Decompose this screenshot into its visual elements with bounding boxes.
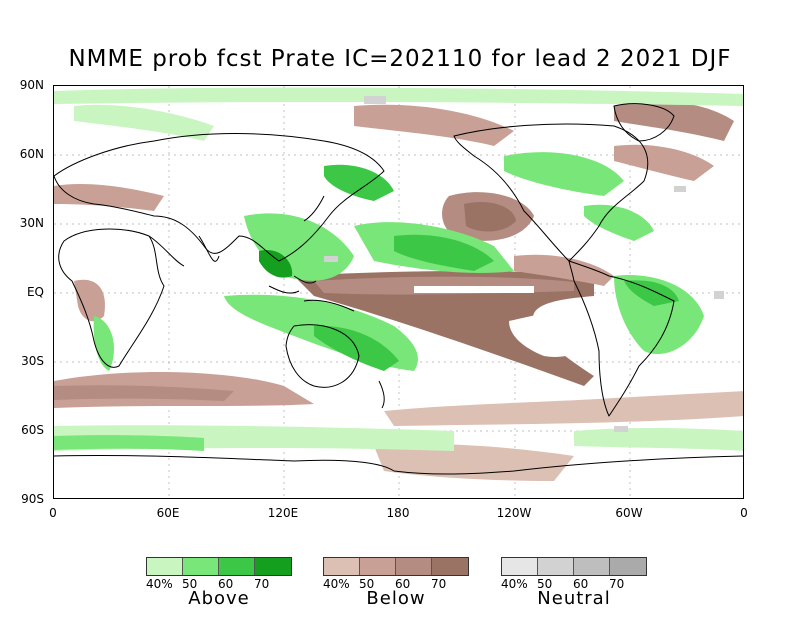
lon-label-0-east: 0	[740, 506, 748, 520]
legend-below-swatch	[432, 558, 468, 575]
lon-label-60e: 60E	[156, 506, 180, 520]
legend-tick: 50	[359, 577, 375, 591]
lat-label-30s: 30S	[21, 354, 44, 368]
legend-neutral-caption: Neutral	[537, 588, 611, 609]
lon-label-180: 180	[386, 506, 410, 520]
legend-neutral-swatch	[538, 558, 574, 575]
legend-tick: 40%	[323, 577, 350, 591]
lat-label-60s: 60S	[21, 423, 44, 437]
legend-tick: 60	[218, 577, 234, 591]
legend-above-swatches	[146, 557, 292, 576]
forecast-map	[53, 85, 744, 499]
legend-tick: 60	[395, 577, 411, 591]
lat-label-eq: EQ	[26, 285, 44, 299]
legend-above-swatch	[147, 558, 183, 575]
legend-above-swatch	[255, 558, 291, 575]
legend-tick: 70	[254, 577, 270, 591]
map-title: NMME prob fcst Prate IC=202110 for lead …	[68, 46, 732, 72]
lon-label-120w: 120W	[496, 506, 532, 520]
lon-label-0: 0	[49, 506, 57, 520]
legend-neutral-swatch	[574, 558, 610, 575]
legend-below: 40% 50 60 70 Below	[323, 557, 469, 609]
legend-above: 40% 50 60 70 Above	[146, 557, 292, 609]
lon-label-120e: 120E	[267, 506, 299, 520]
lon-label-60w: 60W	[615, 506, 643, 520]
lat-label-90s: 90S	[21, 492, 44, 506]
legend-below-caption: Below	[366, 588, 426, 609]
below-normal-regions	[54, 101, 743, 481]
legend-above-caption: Above	[188, 588, 250, 609]
lat-label-60n: 60N	[19, 147, 44, 161]
legend-below-swatches	[323, 557, 469, 576]
lat-label-30n: 30N	[19, 216, 44, 230]
legend-neutral-swatch	[502, 558, 538, 575]
neutral-regions	[324, 96, 724, 432]
legend-tick: 70	[431, 577, 447, 591]
neutral-white-areas	[414, 286, 604, 357]
legend-tick: 50	[182, 577, 198, 591]
legend-above-swatch	[183, 558, 219, 575]
above-normal-regions	[54, 87, 743, 451]
legend-below-swatch	[396, 558, 432, 575]
legend-neutral: 40% 50 60 70 Neutral	[501, 557, 647, 609]
legend-below-swatch	[324, 558, 360, 575]
legend-neutral-swatch	[610, 558, 646, 575]
legend-above-swatch	[219, 558, 255, 575]
lat-label-90n: 90N	[19, 78, 44, 92]
coastlines	[54, 103, 743, 475]
legend-tick: 40%	[146, 577, 173, 591]
legend-tick: 50	[537, 577, 553, 591]
legend-neutral-swatches	[501, 557, 647, 576]
legend-tick: 70	[609, 577, 625, 591]
legend-tick: 40%	[501, 577, 528, 591]
legend-tick: 60	[573, 577, 589, 591]
legend-below-swatch	[360, 558, 396, 575]
